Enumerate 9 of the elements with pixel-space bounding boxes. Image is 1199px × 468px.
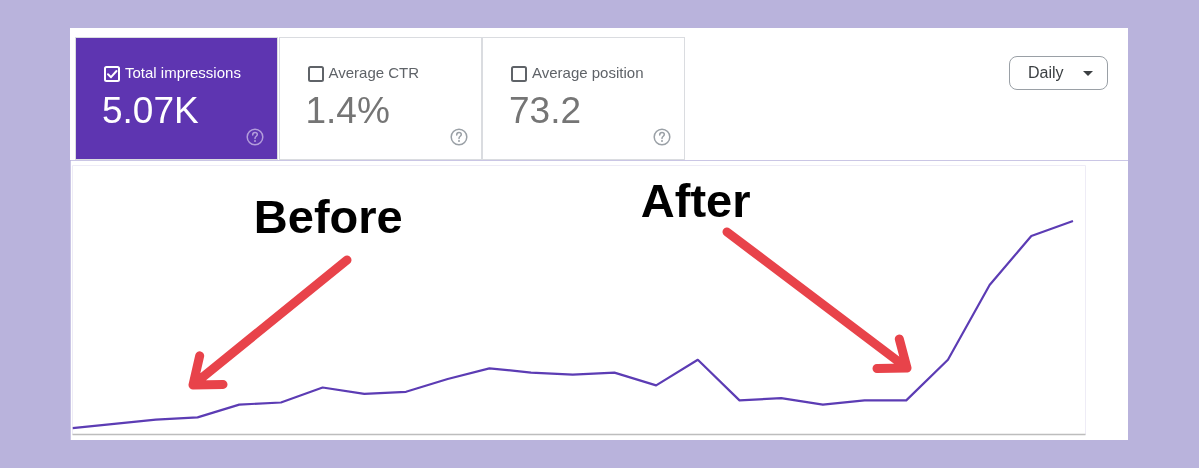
text: Daily [1028, 63, 1064, 83]
category-label: Total impressions [125, 64, 241, 82]
annotation: Before [253, 189, 403, 243]
text: 1.4% [305, 90, 390, 131]
annotation: After [640, 173, 751, 227]
text: 73.2 [509, 90, 582, 131]
text: 5.07K [102, 90, 199, 131]
category-label: Average position [532, 64, 644, 82]
category-label: Average CTR [328, 64, 420, 82]
